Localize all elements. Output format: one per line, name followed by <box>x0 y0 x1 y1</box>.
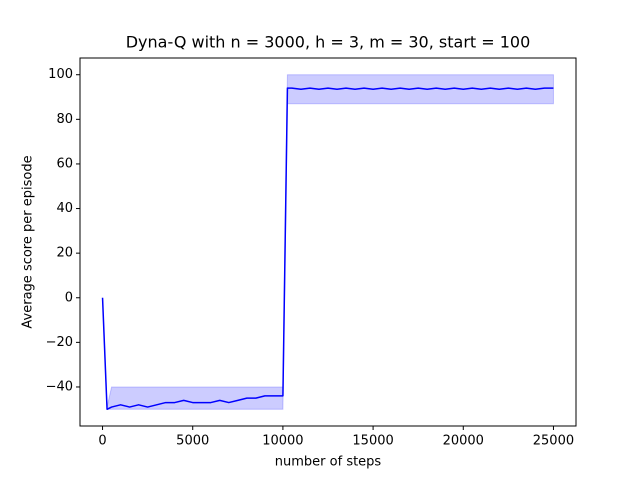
line <box>101 87 554 411</box>
x-axis-label: number of steps <box>275 455 382 470</box>
y-tick-label: 80 <box>56 112 73 127</box>
y-tick-label: 20 <box>56 246 73 261</box>
y-tick-label: 100 <box>48 67 73 82</box>
y-tick-label: −20 <box>46 335 73 350</box>
x-tick-label: 15000 <box>352 434 393 449</box>
y-tick-label: 60 <box>56 156 73 171</box>
band <box>102 74 554 410</box>
y-tick-label: 0 <box>65 290 73 305</box>
x-tick-label: 0 <box>98 434 106 449</box>
x-tick-label: 20000 <box>443 434 484 449</box>
x-tick-label: 10000 <box>262 434 303 449</box>
y-tick-label: −40 <box>46 379 73 394</box>
x-tick-label: 5000 <box>176 434 209 449</box>
chart-title: Dyna-Q with n = 3000, h = 3, m = 30, sta… <box>126 33 531 52</box>
x-tick-label: 25000 <box>533 434 574 449</box>
y-tick-label: 40 <box>56 201 73 216</box>
plot-frame <box>79 57 577 427</box>
y-axis-label: Average score per episode <box>21 155 36 328</box>
